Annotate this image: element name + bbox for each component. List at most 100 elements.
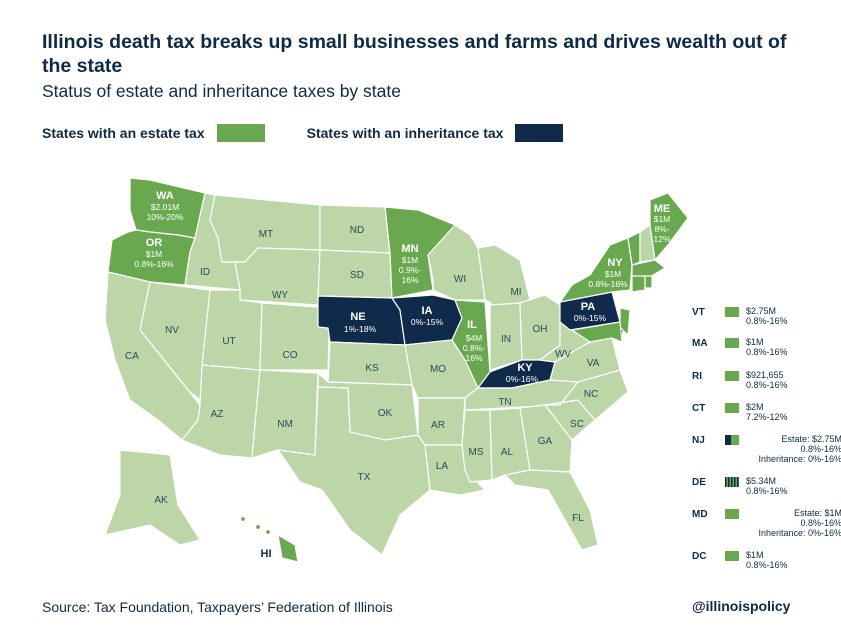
- label-me-rate-2: 12%: [653, 234, 670, 244]
- state-ut: [201, 289, 263, 371]
- label-nd: ND: [350, 225, 364, 236]
- label-hi-abbr: HI: [261, 548, 272, 560]
- label-il-abbr: IL: [467, 319, 477, 331]
- legend-inheritance-swatch: [515, 124, 564, 142]
- state-hi: [277, 534, 299, 563]
- side-ma-swatch: [725, 338, 739, 348]
- label-ms: MS: [469, 447, 484, 458]
- state-ga: [519, 404, 573, 473]
- legend-estate-swatch: [216, 124, 265, 142]
- label-ne-rate: 1%-18%: [344, 324, 377, 334]
- label-az: AZ: [211, 409, 224, 420]
- label-ca: CA: [125, 351, 139, 362]
- source-note: Source: Tax Foundation, Taxpayers’ Feder…: [42, 599, 393, 615]
- state-md: [571, 321, 623, 343]
- state-mn: [384, 206, 456, 299]
- chart-title: Illinois death tax breaks up small busin…: [42, 31, 787, 77]
- label-mn-value: $1M: [402, 255, 419, 265]
- label-wi: WI: [454, 274, 466, 285]
- label-tx: TX: [358, 472, 371, 483]
- label-nc: NC: [584, 389, 598, 400]
- label-me-abbr: ME: [654, 203, 671, 215]
- label-in: IN: [501, 334, 511, 345]
- state-ak: [104, 449, 201, 546]
- side-ma-abbr: MA: [692, 338, 708, 349]
- label-id: ID: [200, 267, 210, 278]
- side-de-abbr: DE: [692, 477, 706, 488]
- state-hi-island: [264, 528, 272, 536]
- label-mt: MT: [259, 229, 273, 240]
- label-me-value: $1M: [654, 214, 671, 224]
- state-hi-island: [239, 515, 247, 523]
- label-wa-rate: 10%-20%: [147, 212, 184, 222]
- side-dc-swatch: [725, 551, 739, 561]
- side-ct-text: $2M 7.2%-12%: [746, 402, 788, 422]
- state-il: [451, 299, 491, 389]
- legend-estate: States with an estate tax: [42, 124, 265, 142]
- label-tn: TN: [498, 397, 511, 408]
- side-nj-abbr: NJ: [692, 435, 705, 446]
- side-dc-text: $1M 0.8%-16%: [746, 550, 788, 570]
- label-la: LA: [436, 461, 449, 472]
- state-wy: [234, 247, 321, 306]
- state-nm: [251, 369, 319, 459]
- state-tx: [277, 386, 431, 556]
- side-nj-text: Estate: $2.75M 0.8%-16% Inheritance: 0%-16…: [758, 434, 841, 464]
- label-mn-rate-2: 16%: [401, 275, 418, 285]
- side-vt-text: $2.75M 0.8%-16%: [746, 306, 788, 326]
- side-vt-abbr: VT: [692, 307, 705, 318]
- label-co: CO: [283, 350, 298, 361]
- label-ky-rate: 0%-16%: [506, 374, 539, 384]
- state-ms: [461, 409, 493, 483]
- state-hi-island: [254, 523, 262, 531]
- side-md-text: Estate: $1M 0.8%-16% Inheritance: 0%-16%: [758, 508, 841, 538]
- side-ri-swatch: [725, 371, 739, 381]
- label-wa-abbr: WA: [156, 190, 174, 202]
- label-ny-abbr: NY: [607, 257, 623, 269]
- label-il-value: $4M: [466, 333, 483, 343]
- state-ri: [644, 275, 653, 289]
- label-sc: SC: [570, 419, 584, 430]
- social-handle: @illinoispolicy: [692, 598, 791, 614]
- side-dc-abbr: DC: [692, 551, 707, 562]
- side-ri-abbr: RI: [692, 371, 702, 382]
- state-ct: [631, 275, 646, 293]
- label-mi: MI: [510, 287, 521, 298]
- label-or-value: $1M: [146, 249, 163, 259]
- label-nv: NV: [165, 325, 179, 336]
- label-ia-rate: 0%-15%: [411, 317, 444, 327]
- label-or-rate: 0.8%-16%: [134, 259, 174, 269]
- label-il-rate: 0.8%-: [463, 343, 485, 353]
- label-wv: WV: [555, 349, 571, 360]
- label-ak: AK: [154, 495, 168, 506]
- side-ct-swatch: [725, 403, 739, 413]
- label-me-rate: 8%-: [654, 224, 669, 234]
- side-ri-text: $921,655 0.8%-16%: [746, 370, 788, 390]
- label-il-rate-2: 16%: [465, 353, 482, 363]
- label-sd: SD: [350, 270, 364, 281]
- label-ny-rate: 0.8%-16%: [588, 279, 628, 289]
- label-pa-rate: 0%-15%: [574, 313, 607, 323]
- side-de-text: $5.34M 0.8%-16%: [746, 476, 788, 496]
- label-nm: NM: [277, 419, 293, 430]
- label-ne-abbr: NE: [350, 311, 365, 323]
- label-ok: OK: [378, 408, 393, 419]
- label-oh: OH: [533, 324, 548, 335]
- side-ct-abbr: CT: [692, 403, 706, 414]
- label-or-abbr: OR: [146, 237, 163, 249]
- label-ga: GA: [538, 436, 553, 447]
- side-nj-swatch: [725, 435, 739, 445]
- label-pa-abbr: PA: [581, 301, 596, 313]
- label-ny-value: $1M: [605, 269, 622, 279]
- label-wa-value: $2.01M: [151, 202, 179, 212]
- legend-inheritance-label: States with an inheritance tax: [306, 125, 504, 141]
- state-fl: [504, 469, 599, 551]
- label-al: AL: [501, 447, 514, 458]
- label-ut: UT: [222, 336, 235, 347]
- label-ks: KS: [365, 363, 379, 374]
- legend: States with an estate tax States with an…: [42, 122, 605, 144]
- legend-estate-label: States with an estate tax: [42, 125, 205, 141]
- label-mn-abbr: MN: [401, 243, 418, 255]
- state-me: [649, 192, 689, 261]
